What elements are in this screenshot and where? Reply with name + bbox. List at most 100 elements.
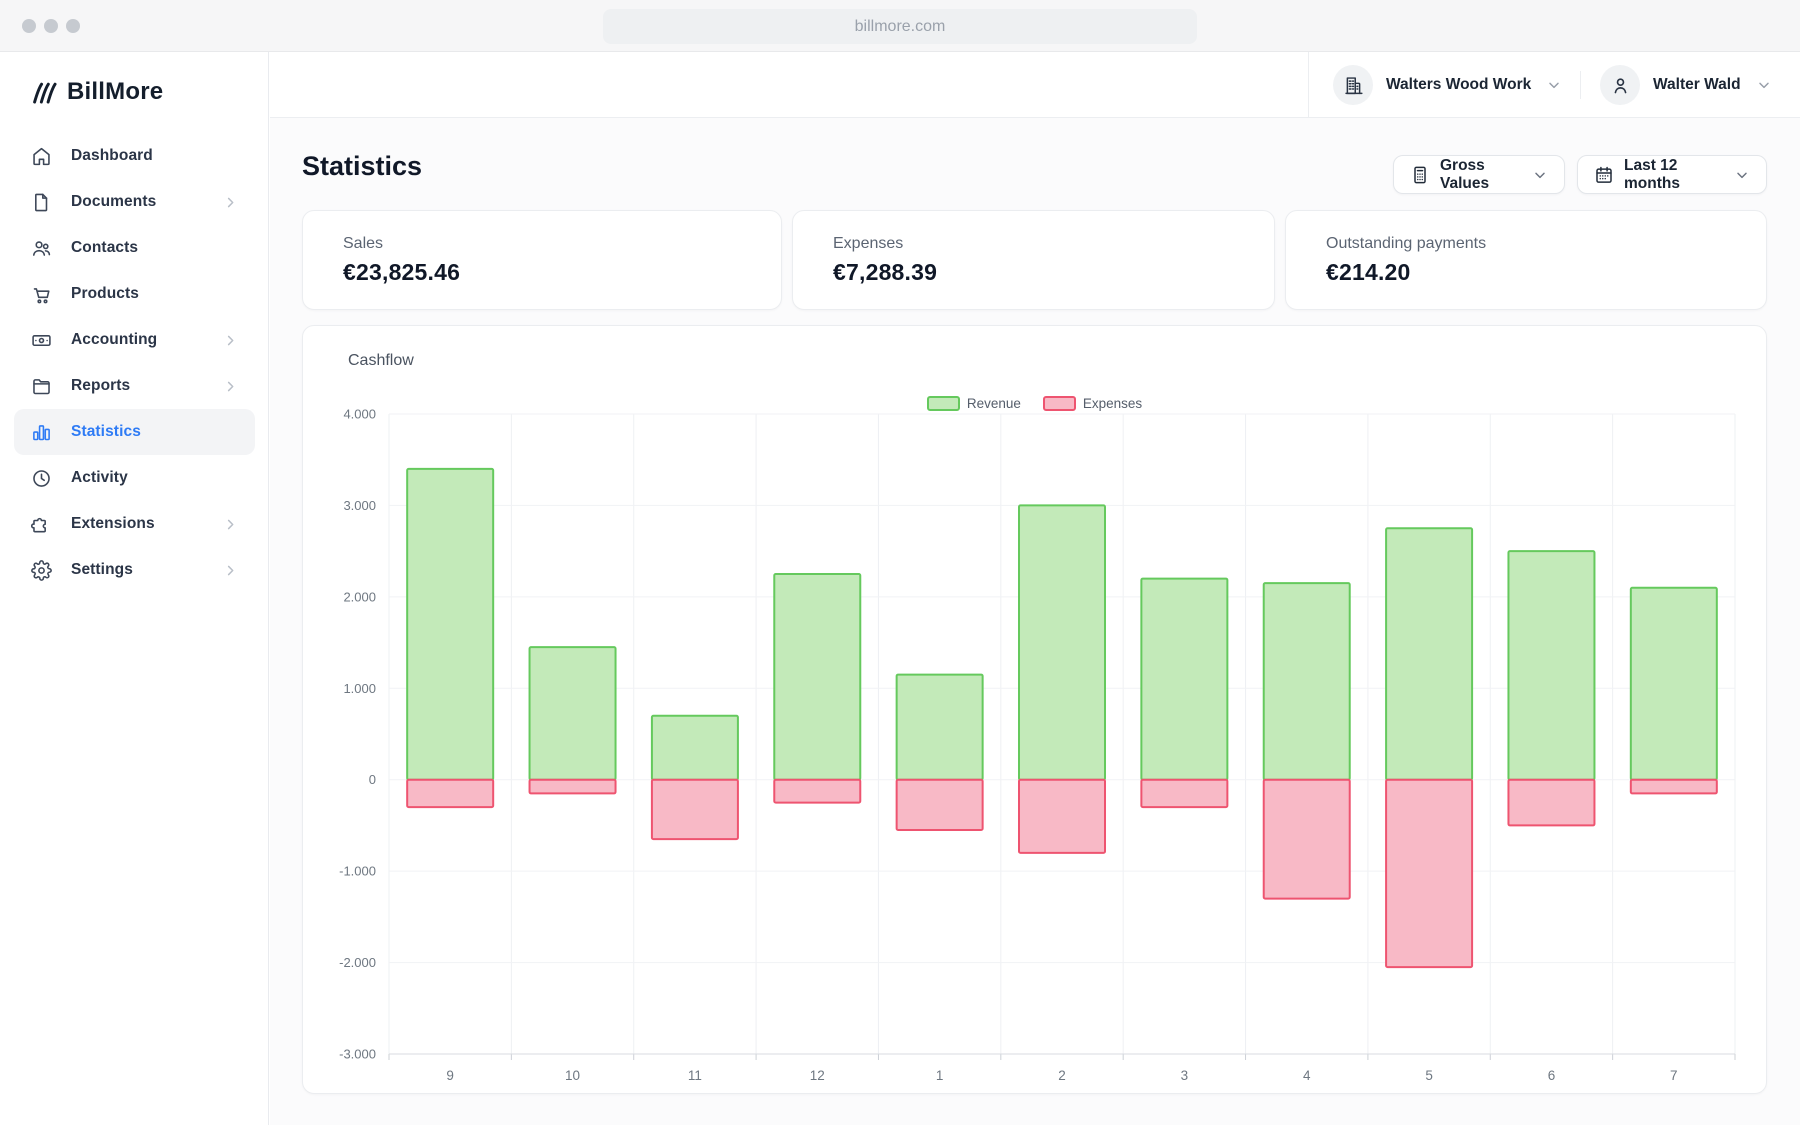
- company-menu[interactable]: Walters Wood Work: [1333, 65, 1562, 105]
- x-axis-label: 5: [1425, 1068, 1433, 1083]
- user-name: Walter Wald: [1653, 76, 1741, 93]
- revenue-bar[interactable]: [895, 673, 984, 781]
- expense-bar[interactable]: [1018, 778, 1106, 854]
- sidebar-item-extensions[interactable]: Extensions: [14, 501, 255, 547]
- sidebar-item-statistics[interactable]: Statistics: [14, 409, 255, 455]
- document-icon: [31, 192, 52, 213]
- clock-icon: [31, 468, 52, 489]
- expense-bar[interactable]: [1385, 778, 1474, 969]
- sidebar-item-label: Settings: [71, 561, 133, 578]
- stat-label: Expenses: [833, 235, 904, 252]
- x-axis-label: 6: [1548, 1068, 1556, 1083]
- expenses-stat-card: Expenses €7,288.39: [792, 210, 1275, 310]
- expense-bar[interactable]: [895, 778, 984, 832]
- expense-bar[interactable]: [1262, 778, 1351, 900]
- revenue-bar[interactable]: [406, 467, 495, 781]
- x-axis-label: 4: [1303, 1068, 1311, 1083]
- date-range-dropdown[interactable]: Last 12 months: [1577, 155, 1767, 194]
- sidebar-nav: Dashboard Documents Contacts Products Accoun…: [0, 133, 269, 593]
- sidebar-item-label: Documents: [71, 193, 157, 210]
- calculator-icon: [1410, 165, 1430, 185]
- contacts-icon: [31, 238, 52, 259]
- user-avatar: [1600, 65, 1640, 105]
- sidebar-item-label: Reports: [71, 377, 131, 394]
- cart-icon: [31, 284, 52, 305]
- company-name: Walters Wood Work: [1386, 76, 1532, 93]
- x-axis-label: 9: [446, 1068, 454, 1083]
- calendar-icon: [1594, 165, 1614, 185]
- y-axis-label: 3.000: [343, 498, 376, 513]
- sidebar-item-label: Dashboard: [71, 147, 153, 164]
- url-bar[interactable]: billmore.com: [603, 9, 1197, 44]
- sidebar-item-dashboard[interactable]: Dashboard: [14, 133, 255, 179]
- sidebar-item-label: Products: [71, 285, 139, 302]
- expense-bar[interactable]: [773, 778, 862, 804]
- sidebar-item-contacts[interactable]: Contacts: [14, 225, 255, 271]
- chevron-right-icon: [223, 333, 238, 348]
- legend-label: Revenue: [966, 396, 1021, 411]
- chevron-down-icon: [1546, 77, 1562, 93]
- expense-bar[interactable]: [1507, 778, 1596, 827]
- banknote-icon: [31, 330, 52, 351]
- expense-bar[interactable]: [528, 778, 617, 795]
- stat-value: €214.20: [1326, 259, 1411, 285]
- values-mode-dropdown[interactable]: Gross Values: [1393, 155, 1565, 194]
- home-icon: [31, 146, 52, 167]
- revenue-bar[interactable]: [1262, 582, 1351, 781]
- sidebar-item-documents[interactable]: Documents: [14, 179, 255, 225]
- top-header: Walters Wood Work Walter Wald: [270, 52, 1800, 118]
- sidebar-item-products[interactable]: Products: [14, 271, 255, 317]
- revenue-bar[interactable]: [1140, 577, 1229, 781]
- chevron-right-icon: [223, 517, 238, 532]
- chevron-right-icon: [223, 195, 238, 210]
- puzzle-icon: [31, 514, 52, 535]
- stat-label: Outstanding payments: [1326, 235, 1487, 252]
- expense-bar[interactable]: [1629, 778, 1718, 795]
- sidebar-item-settings[interactable]: Settings: [14, 547, 255, 593]
- sidebar-item-accounting[interactable]: Accounting: [14, 317, 255, 363]
- expense-bar[interactable]: [1140, 778, 1229, 809]
- cashflow-chart: 4.000 3.000 2.000 1.000 0 -1.000 -2.000 -3.000 9…: [339, 407, 1736, 1083]
- revenue-bar[interactable]: [1385, 527, 1474, 781]
- chevron-right-icon: [223, 379, 238, 394]
- y-axis-label: -2.000: [339, 955, 376, 970]
- user-menu[interactable]: Walter Wald: [1600, 65, 1772, 105]
- url-text: billmore.com: [854, 17, 946, 35]
- y-axis-label: 0: [369, 772, 376, 787]
- expenses-swatch: [1042, 396, 1076, 411]
- sidebar-item-label: Statistics: [71, 423, 141, 440]
- company-avatar: [1333, 65, 1373, 105]
- header-divider: [1580, 71, 1581, 99]
- chevron-down-icon: [1532, 167, 1548, 183]
- revenue-bar[interactable]: [650, 714, 739, 781]
- revenue-bar[interactable]: [773, 573, 862, 781]
- sidebar-item-label: Accounting: [71, 331, 158, 348]
- revenue-bar[interactable]: [528, 646, 617, 781]
- cashflow-chart-card: Cashflow Revenue Expenses 4.000 3.000 2.00…: [302, 325, 1767, 1094]
- building-icon: [1344, 76, 1363, 94]
- expense-bar[interactable]: [650, 778, 739, 841]
- stat-value: €7,288.39: [833, 259, 938, 285]
- x-axis-label: 11: [688, 1068, 702, 1083]
- sidebar-item-activity[interactable]: Activity: [14, 455, 255, 501]
- window-controls[interactable]: [22, 19, 80, 33]
- x-axis-label: 2: [1058, 1068, 1066, 1083]
- bar-chart-icon: [31, 422, 52, 443]
- chevron-down-icon: [1756, 77, 1772, 93]
- revenue-bar[interactable]: [1507, 550, 1596, 781]
- browser-chrome: billmore.com: [0, 0, 1800, 52]
- date-range-label: Last 12 months: [1624, 156, 1680, 192]
- sidebar-item-label: Contacts: [71, 239, 139, 256]
- sidebar-item-reports[interactable]: Reports: [14, 363, 255, 409]
- legend-item-expenses[interactable]: Expenses: [1042, 396, 1142, 411]
- revenue-bar[interactable]: [1629, 586, 1718, 781]
- person-icon: [1614, 77, 1626, 93]
- legend-item-revenue[interactable]: Revenue: [926, 396, 1021, 411]
- revenue-bar[interactable]: [1018, 504, 1106, 781]
- chevron-down-icon: [1734, 167, 1750, 183]
- header-divider: [1308, 52, 1309, 117]
- sidebar: BillMore Dashboard Documents Contacts Produ…: [0, 52, 269, 1125]
- y-axis-label: 2.000: [343, 589, 376, 604]
- brand-logo[interactable]: BillMore: [31, 78, 163, 106]
- expense-bar[interactable]: [406, 778, 495, 809]
